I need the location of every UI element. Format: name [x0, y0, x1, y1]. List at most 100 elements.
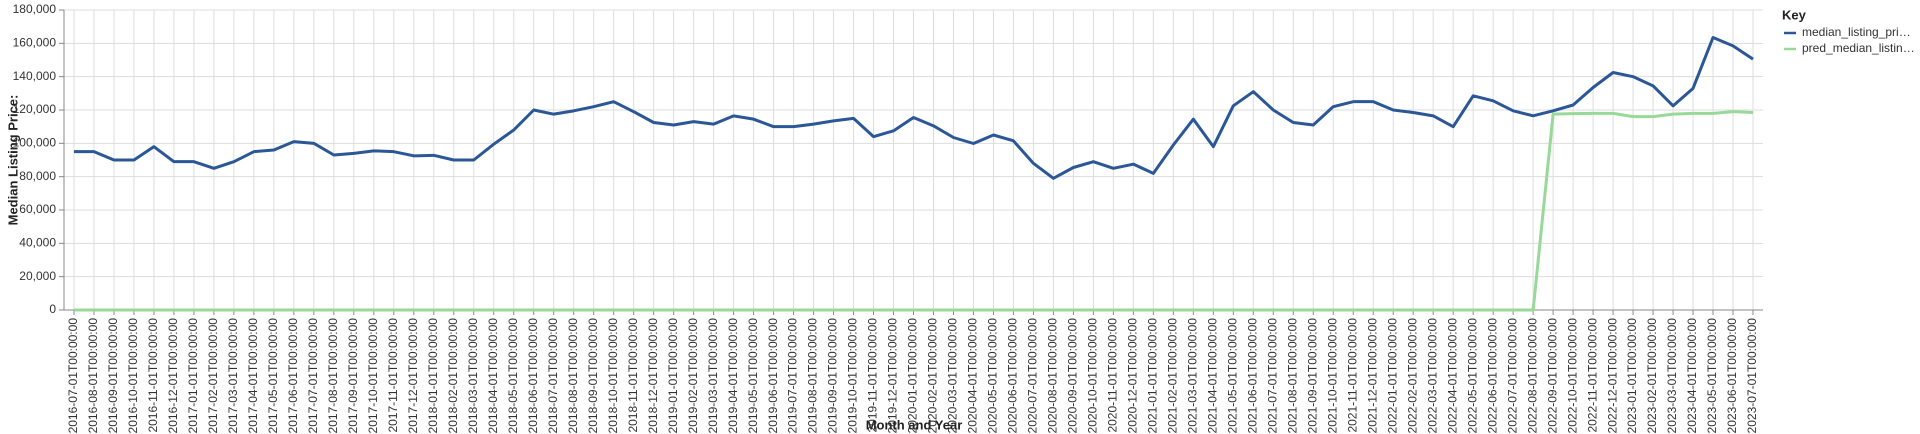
x-tick-label: 2017-04-01T00:00:00 — [246, 318, 260, 434]
x-tick-label: 2019-06-01T00:00:00 — [766, 318, 780, 434]
x-tick-label: 2020-11-01T00:00:00 — [1106, 318, 1120, 433]
x-tick-label: 2019-08-01T00:00:00 — [806, 318, 820, 434]
legend-title: Key — [1782, 7, 1807, 22]
x-tick-label: 2023-03-01T00:00:00 — [1665, 318, 1679, 434]
x-tick-label: 2018-04-01T00:00:00 — [486, 318, 500, 434]
x-tick-label: 2022-05-01T00:00:00 — [1465, 318, 1479, 434]
x-tick-label: 2016-12-01T00:00:00 — [166, 318, 180, 434]
x-tick-label: 2021-12-01T00:00:00 — [1365, 318, 1379, 434]
x-tick-label: 2019-09-01T00:00:00 — [826, 318, 840, 434]
y-tick-label: 40,000 — [19, 236, 56, 250]
legend-label: pred_median_listin… — [1802, 41, 1915, 55]
x-tick-label: 2022-10-01T00:00:00 — [1565, 318, 1579, 434]
x-tick-label: 2016-08-01T00:00:00 — [86, 318, 100, 434]
x-tick-label: 2020-12-01T00:00:00 — [1126, 318, 1140, 434]
x-tick-label: 2022-02-01T00:00:00 — [1405, 318, 1419, 434]
x-tick-label: 2018-05-01T00:00:00 — [506, 318, 520, 434]
x-tick-label: 2017-09-01T00:00:00 — [346, 318, 360, 434]
x-tick-label: 2017-01-01T00:00:00 — [186, 318, 200, 434]
x-tick-label: 2019-12-01T00:00:00 — [886, 318, 900, 434]
y-tick-label: 120,000 — [13, 102, 57, 116]
y-tick-label: 180,000 — [13, 2, 57, 16]
line-series — [73, 36, 1754, 180]
x-tick-label: 2021-11-01T00:00:00 — [1345, 318, 1359, 433]
y-tick-label: 20,000 — [19, 269, 56, 283]
x-tick-label: 2023-07-01T00:00:00 — [1745, 318, 1759, 434]
x-tick-label: 2022-08-01T00:00:00 — [1525, 318, 1539, 434]
y-tick-label: 0 — [49, 302, 56, 316]
x-tick-label: 2016-07-01T00:00:00 — [66, 318, 80, 434]
x-tick-label: 2017-02-01T00:00:00 — [206, 318, 220, 434]
x-tick-label: 2021-07-01T00:00:00 — [1265, 318, 1279, 434]
x-tick-label: 2020-08-01T00:00:00 — [1046, 318, 1060, 434]
x-tick-label: 2017-06-01T00:00:00 — [286, 318, 300, 434]
x-tick-label: 2022-07-01T00:00:00 — [1505, 318, 1519, 434]
x-tick-label: 2019-07-01T00:00:00 — [786, 318, 800, 434]
x-tick-label: 2017-05-01T00:00:00 — [266, 318, 280, 434]
x-tick-label: 2018-09-01T00:00:00 — [586, 318, 600, 434]
x-tick-label: 2023-06-01T00:00:00 — [1725, 318, 1739, 434]
x-tick-label: 2019-05-01T00:00:00 — [746, 318, 760, 434]
x-tick-label: 2017-08-01T00:00:00 — [326, 318, 340, 434]
x-tick-label: 2016-10-01T00:00:00 — [126, 318, 140, 434]
legend-label: median_listing_pri… — [1802, 25, 1911, 39]
x-tick-label: 2019-01-01T00:00:00 — [666, 318, 680, 434]
x-tick-label: 2017-12-01T00:00:00 — [406, 318, 420, 434]
x-tick-label: 2022-09-01T00:00:00 — [1545, 318, 1559, 434]
x-tick-label: 2019-03-01T00:00:00 — [706, 318, 720, 434]
x-tick-label: 2020-04-01T00:00:00 — [966, 318, 980, 434]
x-tick-label: 2022-01-01T00:00:00 — [1385, 318, 1399, 434]
x-tick-label: 2021-08-01T00:00:00 — [1285, 318, 1299, 434]
x-tick-label: 2022-12-01T00:00:00 — [1605, 318, 1619, 434]
x-tick-label: 2018-07-01T00:00:00 — [546, 318, 560, 434]
x-tick-label: 2020-01-01T00:00:00 — [906, 318, 920, 434]
y-axis-title: Median Listing Price: — [5, 95, 20, 226]
x-tick-label: 2018-01-01T00:00:00 — [426, 318, 440, 434]
y-tick-label: 60,000 — [19, 202, 56, 216]
x-tick-label: 2021-09-01T00:00:00 — [1305, 318, 1319, 434]
x-tick-label: 2023-01-01T00:00:00 — [1625, 318, 1639, 434]
x-tick-label: 2022-11-01T00:00:00 — [1585, 318, 1599, 433]
x-tick-label: 2019-02-01T00:00:00 — [686, 318, 700, 434]
y-tick-label: 160,000 — [13, 36, 57, 50]
x-tick-label: 2021-06-01T00:00:00 — [1245, 318, 1259, 434]
x-tick-label: 2018-02-01T00:00:00 — [446, 318, 460, 434]
x-tick-label: 2020-05-01T00:00:00 — [986, 318, 1000, 434]
x-tick-label: 2020-10-01T00:00:00 — [1086, 318, 1100, 434]
x-tick-label: 2018-11-01T00:00:00 — [626, 318, 640, 433]
x-tick-label: 2020-09-01T00:00:00 — [1066, 318, 1080, 434]
x-tick-label: 2021-02-01T00:00:00 — [1166, 318, 1180, 434]
x-tick-label: 2016-09-01T00:00:00 — [106, 318, 120, 434]
x-tick-label: 2022-04-01T00:00:00 — [1445, 318, 1459, 434]
x-tick-label: 2018-03-01T00:00:00 — [466, 318, 480, 434]
x-tick-label: 2017-03-01T00:00:00 — [226, 318, 240, 434]
x-tick-label: 2021-04-01T00:00:00 — [1205, 318, 1219, 434]
x-tick-label: 2020-07-01T00:00:00 — [1026, 318, 1040, 434]
x-tick-label: 2017-10-01T00:00:00 — [366, 318, 380, 434]
x-tick-label: 2020-03-01T00:00:00 — [946, 318, 960, 434]
x-tick-label: 2021-03-01T00:00:00 — [1186, 318, 1200, 434]
x-tick-label: 2018-08-01T00:00:00 — [566, 318, 580, 434]
x-tick-label: 2021-01-01T00:00:00 — [1146, 318, 1160, 434]
x-tick-label: 2016-11-01T00:00:00 — [146, 318, 160, 433]
x-tick-label: 2018-06-01T00:00:00 — [526, 318, 540, 434]
y-tick-label: 80,000 — [19, 169, 56, 183]
x-tick-label: 2023-05-01T00:00:00 — [1705, 318, 1719, 434]
x-tick-label: 2022-03-01T00:00:00 — [1425, 318, 1439, 434]
x-tick-label: 2021-10-01T00:00:00 — [1325, 318, 1339, 434]
y-tick-label: 100,000 — [13, 136, 57, 150]
x-tick-label: 2019-10-01T00:00:00 — [846, 318, 860, 434]
x-axis-title: Month and Year — [866, 417, 963, 432]
x-tick-label: 2018-10-01T00:00:00 — [606, 318, 620, 434]
x-tick-label: 2019-04-01T00:00:00 — [726, 318, 740, 434]
x-tick-label: 2019-11-01T00:00:00 — [866, 318, 880, 433]
x-tick-label: 2017-11-01T00:00:00 — [386, 318, 400, 433]
x-tick-label: 2020-06-01T00:00:00 — [1006, 318, 1020, 434]
x-tick-label: 2023-02-01T00:00:00 — [1645, 318, 1659, 434]
x-tick-label: 2020-02-01T00:00:00 — [926, 318, 940, 434]
x-tick-label: 2021-05-01T00:00:00 — [1225, 318, 1239, 434]
x-tick-label: 2023-04-01T00:00:00 — [1685, 318, 1699, 434]
x-tick-label: 2017-07-01T00:00:00 — [306, 318, 320, 434]
